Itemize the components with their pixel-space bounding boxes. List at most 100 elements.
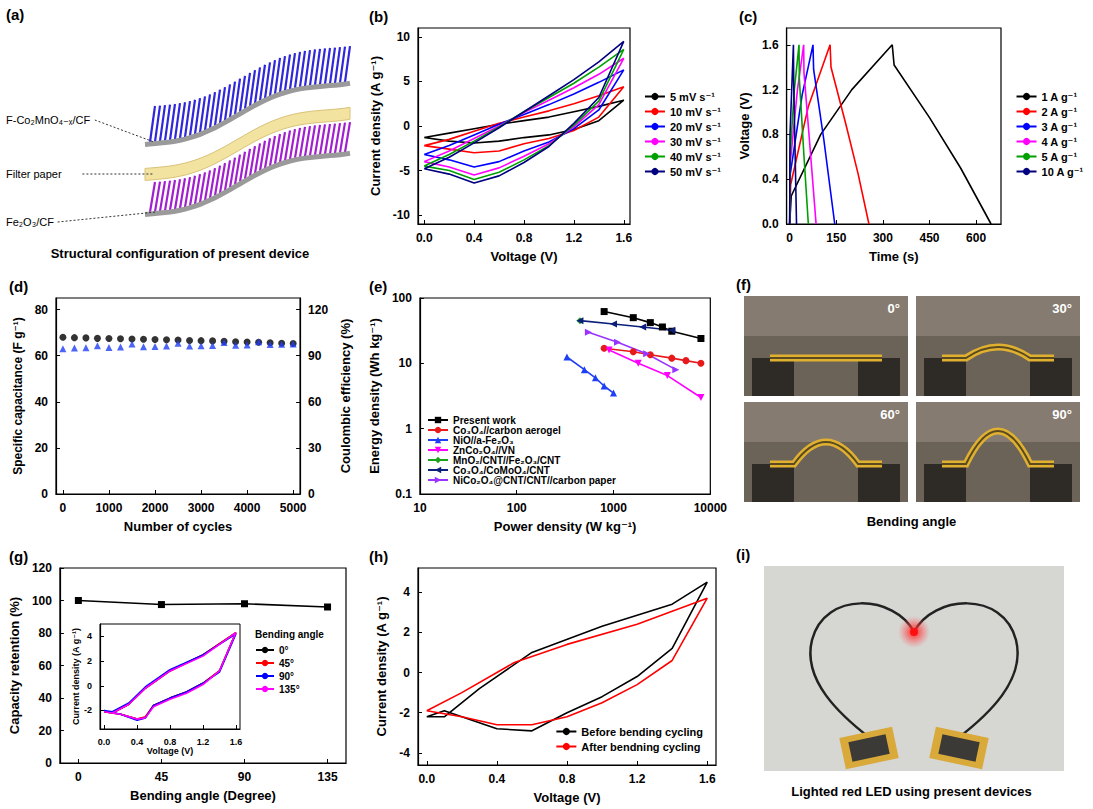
svg-text:1000: 1000 [96, 501, 123, 515]
svg-text:0: 0 [403, 666, 410, 680]
svg-text:1000: 1000 [600, 501, 627, 515]
svg-text:Power density (W kg⁻¹): Power density (W kg⁻¹) [494, 519, 637, 534]
svg-text:45: 45 [155, 770, 169, 784]
svg-text:0: 0 [75, 770, 82, 784]
svg-text:450: 450 [920, 231, 940, 245]
svg-text:1.6: 1.6 [762, 38, 779, 52]
svg-text:NiCo₂O₄@CNT/CNT//carbon paper: NiCo₂O₄@CNT/CNT//carbon paper [453, 475, 616, 486]
svg-text:30: 30 [308, 441, 322, 455]
svg-text:0: 0 [41, 487, 48, 501]
svg-text:(e): (e) [369, 278, 387, 295]
svg-text:0.0: 0.0 [416, 231, 433, 245]
svg-text:(h): (h) [369, 548, 388, 565]
svg-text:0: 0 [786, 231, 793, 245]
svg-text:1.2: 1.2 [629, 772, 646, 786]
svg-text:1.2: 1.2 [566, 231, 583, 245]
svg-text:60: 60 [308, 395, 322, 409]
svg-text:80: 80 [39, 626, 53, 640]
svg-text:0.4: 0.4 [466, 231, 483, 245]
svg-text:0: 0 [87, 681, 92, 691]
svg-text:Voltage (V): Voltage (V) [491, 249, 558, 264]
svg-text:10: 10 [399, 356, 413, 370]
svg-text:0.0: 0.0 [418, 772, 435, 786]
svg-text:600: 600 [966, 231, 986, 245]
svg-text:40: 40 [39, 691, 53, 705]
svg-text:10: 10 [397, 30, 411, 44]
svg-text:-10: -10 [393, 208, 411, 222]
svg-text:80: 80 [35, 303, 49, 317]
svg-text:1.2: 1.2 [762, 83, 779, 97]
svg-text:5000: 5000 [280, 501, 307, 515]
svg-text:(g): (g) [9, 548, 28, 565]
svg-text:90: 90 [308, 349, 322, 363]
svg-text:10000: 10000 [694, 501, 728, 515]
svg-text:20 mV s⁻¹: 20 mV s⁻¹ [670, 121, 721, 133]
svg-text:Coulombic efficiency (%): Coulombic efficiency (%) [338, 319, 353, 474]
svg-text:3 A g⁻¹: 3 A g⁻¹ [1042, 121, 1078, 133]
svg-text:5 A g⁻¹: 5 A g⁻¹ [1042, 151, 1078, 163]
svg-text:20: 20 [39, 724, 53, 738]
svg-text:Lighted red LED using present: Lighted red LED using present devices [791, 784, 1032, 799]
svg-text:10 mV s⁻¹: 10 mV s⁻¹ [670, 106, 721, 118]
svg-text:2: 2 [403, 625, 410, 639]
svg-text:0.4: 0.4 [489, 772, 506, 786]
svg-text:60: 60 [35, 349, 49, 363]
svg-text:0°: 0° [888, 301, 900, 316]
svg-text:120: 120 [308, 303, 328, 317]
svg-text:0.4: 0.4 [762, 172, 779, 186]
svg-text:Fe₂O₃/CF: Fe₂O₃/CF [6, 216, 54, 228]
svg-text:0: 0 [403, 119, 410, 133]
svg-text:Before bending cycling: Before bending cycling [581, 726, 703, 738]
svg-text:Bending angle: Bending angle [255, 629, 324, 640]
svg-text:2: 2 [87, 656, 92, 666]
svg-text:0.8: 0.8 [164, 737, 177, 747]
svg-text:150: 150 [826, 231, 846, 245]
svg-text:4 A g⁻¹: 4 A g⁻¹ [1042, 136, 1078, 148]
svg-text:-4: -4 [399, 746, 410, 760]
svg-text:Bending angle: Bending angle [867, 514, 957, 529]
svg-text:3000: 3000 [188, 501, 215, 515]
svg-text:0: 0 [45, 756, 52, 770]
svg-text:5 mV s⁻¹: 5 mV s⁻¹ [670, 91, 715, 103]
svg-text:Current density (A g⁻¹): Current density (A g⁻¹) [368, 56, 383, 196]
svg-text:30°: 30° [1052, 301, 1072, 316]
svg-text:0.4: 0.4 [131, 737, 144, 747]
svg-text:100: 100 [507, 501, 527, 515]
svg-text:135: 135 [318, 770, 338, 784]
svg-text:(f): (f) [736, 276, 751, 293]
svg-text:After bendning cycling: After bendning cycling [581, 741, 700, 753]
svg-text:(d): (d) [9, 278, 28, 295]
svg-text:1.6: 1.6 [230, 737, 243, 747]
svg-text:40: 40 [35, 395, 49, 409]
svg-text:30 mV s⁻¹: 30 mV s⁻¹ [670, 136, 721, 148]
svg-text:0: 0 [308, 487, 315, 501]
svg-text:Voltage (V): Voltage (V) [147, 746, 193, 756]
svg-text:Current density (A g⁻¹): Current density (A g⁻¹) [374, 597, 389, 737]
svg-text:4000: 4000 [234, 501, 261, 515]
svg-text:0.8: 0.8 [516, 231, 533, 245]
svg-text:Capacity retention (%): Capacity retention (%) [7, 597, 22, 734]
svg-text:0.8: 0.8 [559, 772, 576, 786]
svg-text:100: 100 [32, 594, 52, 608]
svg-text:-5: -5 [399, 164, 410, 178]
svg-text:Number of cycles: Number of cycles [124, 519, 232, 534]
svg-text:Structural configuration of pr: Structural configuration of present devi… [51, 246, 310, 261]
svg-text:10: 10 [413, 501, 427, 515]
svg-text:-2: -2 [84, 705, 92, 715]
svg-text:100: 100 [392, 291, 412, 305]
svg-text:60°: 60° [880, 407, 900, 422]
svg-text:Voltage (V): Voltage (V) [737, 93, 752, 160]
svg-text:0.8: 0.8 [762, 127, 779, 141]
svg-text:1 A g⁻¹: 1 A g⁻¹ [1042, 91, 1078, 103]
svg-text:Current density (A g⁻¹): Current density (A g⁻¹) [71, 628, 81, 725]
svg-text:Time (s): Time (s) [869, 249, 919, 264]
svg-text:(a): (a) [6, 6, 24, 23]
svg-text:50 mV s⁻¹: 50 mV s⁻¹ [670, 166, 721, 178]
svg-text:1: 1 [405, 422, 412, 436]
svg-text:(i): (i) [736, 546, 750, 563]
svg-text:1.2: 1.2 [197, 737, 210, 747]
svg-text:0.1: 0.1 [395, 487, 412, 501]
svg-text:300: 300 [873, 231, 893, 245]
svg-text:0°: 0° [279, 645, 289, 656]
svg-text:90°: 90° [279, 671, 294, 682]
